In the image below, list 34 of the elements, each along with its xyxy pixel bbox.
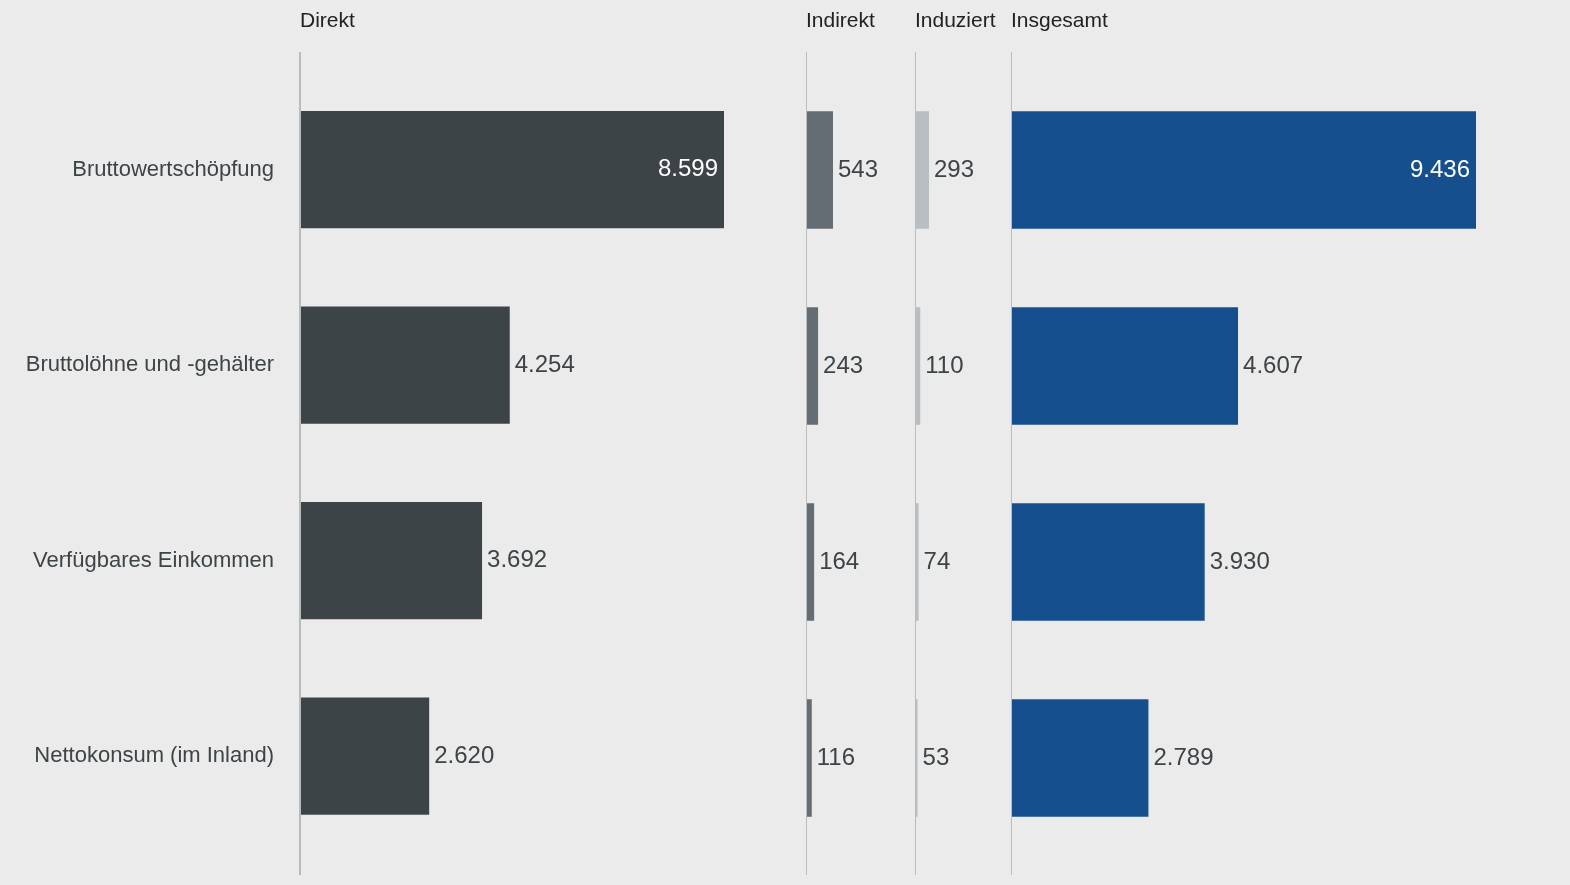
- bar: [300, 306, 510, 424]
- data-label: 2.789: [1153, 742, 1214, 770]
- y-tick-label: Bruttowertschöpfung: [72, 155, 274, 181]
- chart-title: Direkt: [300, 7, 355, 31]
- data-label: 243: [823, 350, 864, 378]
- chart-title: Induziert: [915, 7, 996, 31]
- data-label: 543: [838, 154, 879, 182]
- bar: [1011, 699, 1149, 817]
- data-label: 4.607: [1243, 350, 1304, 378]
- data-label: 116: [816, 742, 856, 770]
- data-label: 164: [819, 546, 860, 574]
- y-tick-label: Nettokonsum (im Inland): [34, 742, 274, 768]
- data-label: 4.254: [514, 349, 575, 377]
- bar: [1011, 307, 1239, 425]
- bar: [300, 501, 483, 620]
- y-tick-label: Verfügbares Einkommen: [33, 546, 274, 572]
- bar: [300, 697, 430, 815]
- data-label: 8.599: [657, 154, 718, 182]
- bar: [806, 307, 819, 425]
- chart-title: Indirekt: [806, 7, 876, 31]
- data-label: 9.436: [1409, 154, 1470, 182]
- data-label: 293: [934, 154, 975, 182]
- data-label: 3.930: [1209, 546, 1270, 574]
- bar: [1011, 503, 1205, 621]
- data-label: 110: [925, 350, 964, 378]
- data-label: 53: [922, 742, 950, 770]
- bar: [300, 111, 724, 229]
- data-label: 3.692: [487, 545, 548, 573]
- data-label: 2.620: [434, 740, 495, 768]
- data-label: 74: [923, 546, 951, 574]
- bar: [806, 111, 833, 229]
- y-tick-label: Bruttolöhne und -gehälter: [25, 351, 274, 377]
- bar: [1011, 111, 1476, 229]
- chart-title: Insgesamt: [1011, 7, 1109, 31]
